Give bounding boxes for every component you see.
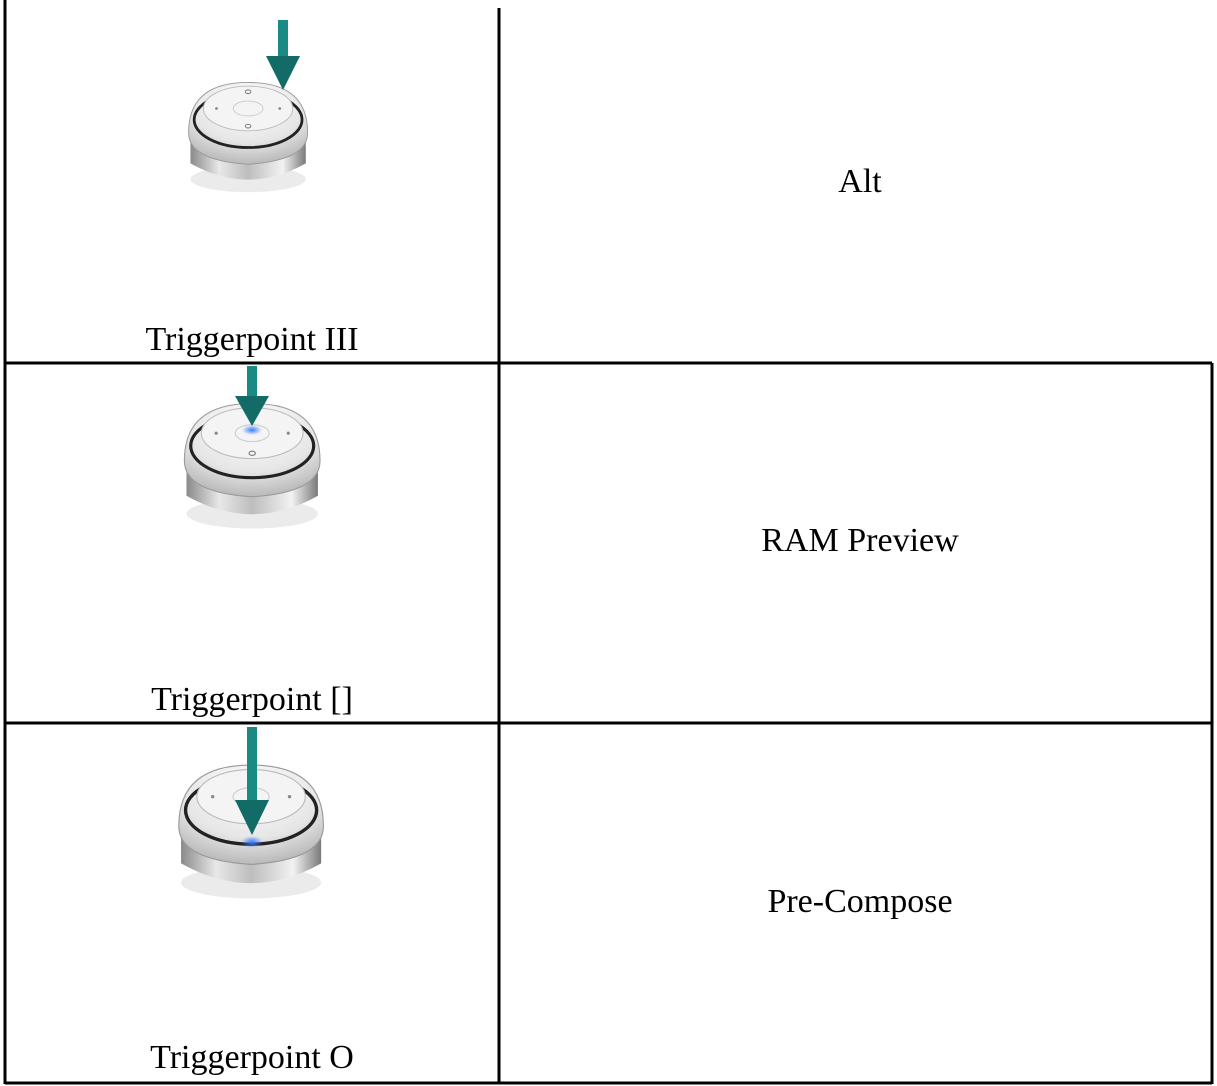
table-borders [3,0,1214,1085]
cell-label: Triggerpoint [] [151,681,353,718]
cell-label: Triggerpoint III [145,321,359,358]
cell-label: Triggerpoint O [150,1039,354,1076]
knob-icon [187,20,310,194]
cell-text: Alt [838,163,882,200]
knob-icon [177,727,326,901]
cell-text: Pre-Compose [767,883,953,920]
cell-text: RAM Preview [761,522,959,559]
knob-icon [182,366,322,531]
